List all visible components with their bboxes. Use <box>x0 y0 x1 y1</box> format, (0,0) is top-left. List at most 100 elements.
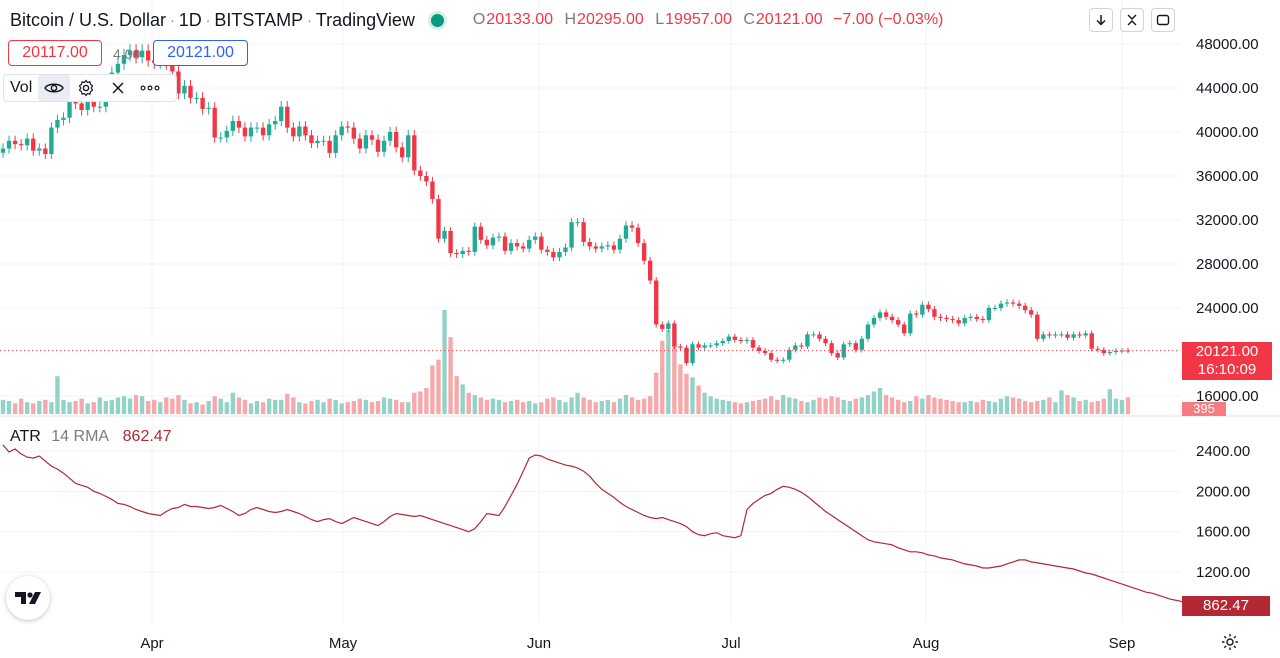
market-status-icon[interactable] <box>430 13 444 27</box>
candle-body <box>702 345 707 348</box>
candle-body <box>781 359 786 361</box>
volume-bar <box>406 402 411 414</box>
volume-bar <box>18 398 24 414</box>
candle-body <box>37 148 42 151</box>
volume-bar <box>551 397 556 414</box>
volume-bar <box>859 397 865 414</box>
candle-body <box>55 119 60 128</box>
volume-bar <box>496 399 502 414</box>
volume-bar <box>248 403 254 414</box>
candle-body <box>666 323 671 329</box>
candle-body <box>206 107 211 109</box>
volume-bar <box>811 399 816 414</box>
volume-bar <box>139 396 145 414</box>
candle-body <box>787 349 792 360</box>
volume-bar <box>188 403 193 414</box>
volume-bar <box>926 395 931 414</box>
collapse-legend-button[interactable] <box>1089 8 1113 32</box>
remove-indicator-button[interactable] <box>102 75 134 101</box>
volume-bar <box>1023 401 1028 414</box>
volume-bar <box>823 398 828 414</box>
candle-body <box>182 85 187 94</box>
candle-body <box>938 316 943 318</box>
tradingview-logo[interactable] <box>6 576 50 620</box>
time-tick-label: May <box>329 635 358 652</box>
volume-bar <box>460 384 465 414</box>
high-value: 20295.00 <box>577 11 644 28</box>
toggle-visibility-button[interactable] <box>38 75 71 101</box>
candle-body <box>1113 350 1119 352</box>
time-axis[interactable]: Apr May Jun Jul Aug Sep <box>140 635 1135 652</box>
symbol-name[interactable]: Bitcoin / U.S. Dollar <box>10 9 167 30</box>
candle-body <box>684 347 689 363</box>
last-volume-label: 395 <box>1182 402 1226 416</box>
volume-bar <box>170 398 175 414</box>
price-tick-label: 28000.00 <box>1196 256 1259 273</box>
volume-bar <box>514 399 520 414</box>
candle-body <box>1071 334 1076 338</box>
candle-body <box>895 320 901 325</box>
candle-body <box>823 338 828 344</box>
candle-body <box>430 181 435 200</box>
candle-body <box>926 304 931 310</box>
volume-bar <box>430 365 435 414</box>
atr-legend[interactable]: ATR 14 RMA 862.47 <box>10 428 172 446</box>
volume-bar <box>1065 395 1070 414</box>
volume-bar <box>666 330 671 414</box>
candle-body <box>599 246 604 249</box>
candle-body <box>321 140 326 142</box>
candle-body <box>345 126 350 128</box>
atr-axis[interactable]: 2400.00 2000.00 1600.00 1200.00 <box>1196 443 1250 581</box>
candle-body <box>260 127 266 136</box>
volume-bar <box>279 399 284 414</box>
candle-body <box>1016 303 1022 306</box>
minimize-pane-button[interactable] <box>1120 8 1144 32</box>
candle-body <box>986 308 992 321</box>
exchange: BITSTAMP <box>214 9 304 30</box>
volume-bar <box>127 398 133 414</box>
more-button[interactable] <box>134 75 166 101</box>
sell-button[interactable]: 20117.00 <box>8 40 102 66</box>
last-price-label: 20121.00 16:10:09 <box>1182 342 1272 380</box>
volume-bar <box>1095 401 1100 414</box>
candle-body <box>944 317 949 319</box>
volume-bar <box>194 402 199 414</box>
candle-body <box>1077 334 1082 336</box>
volume-bar <box>454 376 459 414</box>
price-axis[interactable]: 48000.00 44000.00 40000.00 36000.00 32000.00… <box>1196 36 1259 405</box>
volume-bar <box>103 401 108 414</box>
atr-tick-label: 1600.00 <box>1196 524 1250 541</box>
candle-body <box>236 121 242 128</box>
candle-body <box>194 97 199 99</box>
volume-bar <box>635 399 641 414</box>
volume-bar <box>895 399 901 414</box>
candle-body <box>980 319 986 321</box>
atr-tick-label: 2000.00 <box>1196 483 1250 500</box>
candle-body <box>466 250 471 252</box>
ohlc-values: O20133.00 H20295.00 L19957.00 C20121.00 … <box>466 11 944 29</box>
volume-bar <box>569 397 574 414</box>
volume-bar <box>1119 399 1125 414</box>
volume-bar <box>339 403 344 414</box>
volume-bar <box>1041 399 1046 414</box>
maximize-pane-button[interactable] <box>1151 8 1175 32</box>
volume-bar <box>315 399 320 414</box>
candle-body <box>85 97 90 110</box>
volume-bar <box>1089 402 1094 414</box>
volume-bar <box>696 385 701 414</box>
candle-body <box>853 343 858 350</box>
interval[interactable]: 1D <box>178 9 202 30</box>
candle-body <box>266 124 272 136</box>
separator-dot: · <box>170 12 175 28</box>
candle-body <box>768 353 774 360</box>
candle-body <box>569 222 574 248</box>
volume-legend[interactable]: Vol <box>3 74 177 102</box>
volume-bar <box>533 403 538 414</box>
volume-settings-button[interactable] <box>70 75 102 101</box>
chart-settings-button[interactable] <box>1220 632 1240 652</box>
volume-bar <box>1016 398 1022 414</box>
buy-button[interactable]: 20121.00 <box>153 40 248 66</box>
candle-body <box>533 236 538 240</box>
close-label: C <box>743 11 755 28</box>
